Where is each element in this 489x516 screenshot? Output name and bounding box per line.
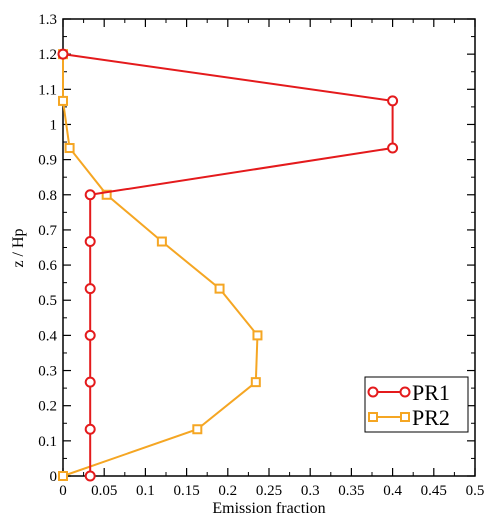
legend-marker-pr1: [367, 386, 379, 398]
y-tick-label: 0.4: [38, 328, 57, 344]
series-layer: [57, 48, 399, 482]
data-point-pr1: [387, 95, 399, 107]
legend-label-pr1: PR1: [412, 380, 450, 405]
data-point-pr2: [58, 471, 68, 481]
data-point-pr1: [387, 142, 399, 154]
series-pr2: [58, 49, 263, 481]
series-line-pr2: [62, 54, 259, 477]
data-point-pr1: [84, 236, 96, 248]
y-tick-label: 0.3: [38, 364, 57, 380]
data-point-pr2: [58, 95, 68, 106]
data-point-pr1: [84, 376, 96, 388]
y-tick-label: 1.1: [38, 82, 57, 98]
x-tick-label: 0.05: [91, 483, 117, 499]
x-tick-label: 0.4: [383, 483, 402, 499]
data-point-pr2: [156, 236, 167, 247]
legend-label-pr2: PR2: [412, 405, 450, 430]
data-point-pr1: [84, 470, 96, 482]
y-tick-label: 0.9: [38, 153, 57, 169]
x-tick-label: 0.15: [173, 483, 199, 499]
y-axis-ticks: 0 0.1 0.2 0.3 0.4 0.5 0.6 0.7 0.8 0.9 1 1.1 1.2 1.3: [38, 12, 475, 485]
y-tick-label: 0.5: [38, 293, 57, 309]
x-tick-label: 0.25: [256, 483, 282, 499]
data-point-pr1: [84, 329, 96, 341]
data-point-pr2: [64, 143, 75, 154]
y-tick-label: 0.6: [38, 258, 57, 274]
x-axis-label: Emission fraction: [212, 500, 325, 516]
y-tick-label: 1.3: [38, 12, 57, 28]
legend-box: [364, 376, 469, 433]
data-point-pr1: [84, 283, 96, 295]
data-point-pr2: [214, 283, 225, 294]
x-tick-label: 0.2: [218, 483, 237, 499]
x-tick-label: 0: [59, 483, 67, 499]
y-tick-label: 0.8: [38, 188, 57, 204]
legend-marker-pr1: [399, 386, 411, 398]
y-axis-label: z / Hp: [10, 228, 27, 267]
legend-marker-pr2: [368, 412, 378, 422]
y-tick-label: 0.2: [38, 399, 57, 415]
y-tick-label: 0.1: [38, 434, 57, 450]
data-point-pr1: [57, 48, 69, 60]
y-tick-label: 0.7: [38, 223, 57, 239]
series-line-pr1: [62, 53, 394, 476]
data-point-pr1: [84, 423, 96, 435]
y-tick-label: 1: [50, 117, 58, 133]
data-point-pr2: [250, 377, 261, 388]
data-point-pr2: [192, 424, 203, 435]
data-point-pr1: [84, 189, 96, 201]
y-tick-label: 1.2: [38, 47, 57, 63]
x-axis-ticks: 0 0.05 0.1 0.15 0.2 0.25 0.3 0.35 0.4 0.45 0.5: [59, 19, 484, 499]
x-tick-label: 0.35: [338, 483, 364, 499]
x-tick-label: 0.5: [466, 483, 485, 499]
series-pr1: [57, 48, 399, 482]
x-tick-label: 0.45: [421, 483, 447, 499]
x-tick-label: 0.1: [136, 483, 155, 499]
data-point-pr2: [101, 189, 112, 200]
y-tick-label: 0: [50, 469, 58, 485]
data-point-pr2: [252, 330, 263, 341]
legend-marker-pr2: [400, 412, 410, 422]
x-tick-label: 0.3: [301, 483, 320, 499]
